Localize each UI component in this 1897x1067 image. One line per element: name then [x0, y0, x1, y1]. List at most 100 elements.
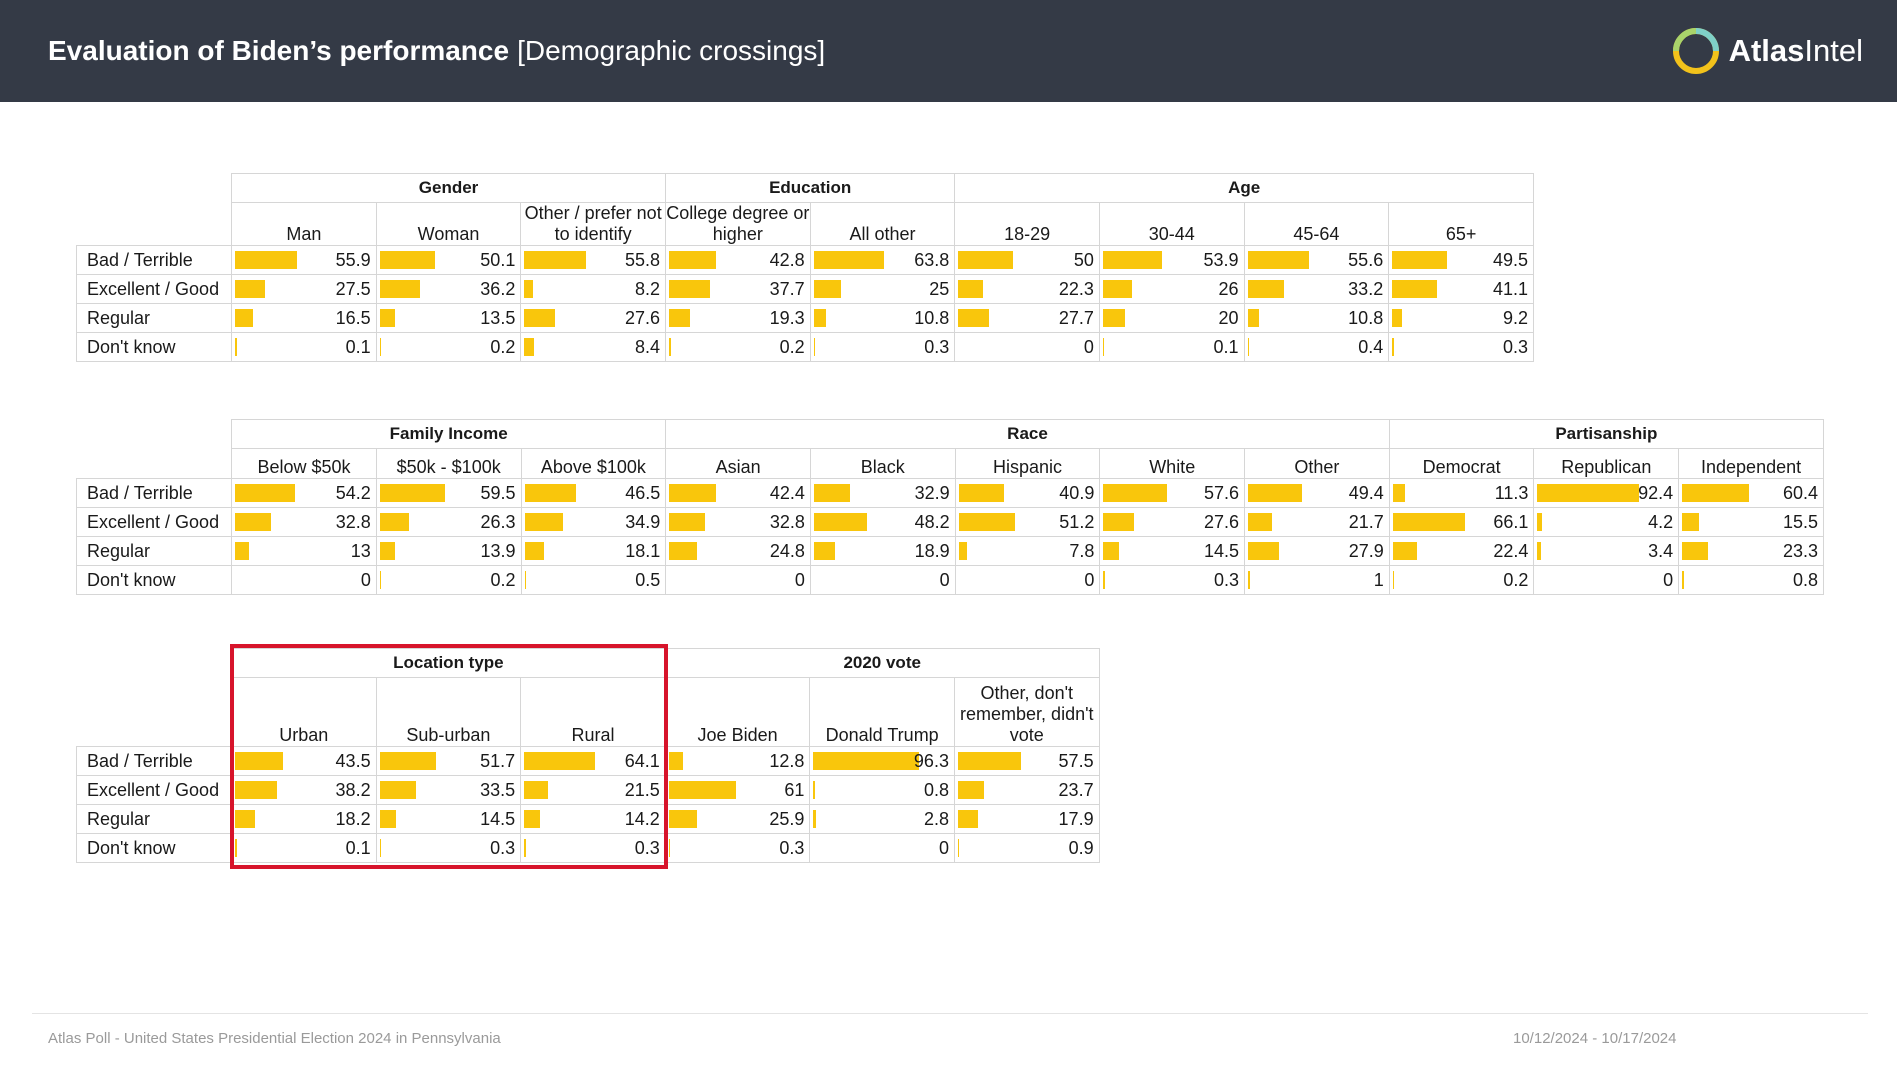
value-cell: 59.5 — [375, 478, 522, 508]
column-header-above-100k: Above $100k — [520, 448, 667, 479]
value-cell: 18.9 — [809, 536, 956, 566]
row-label-bad-terrible: Bad / Terrible — [75, 478, 233, 508]
value-cell: 27.5 — [231, 274, 377, 304]
value-cell: 19.3 — [665, 303, 811, 333]
column-header-white: White — [1099, 448, 1246, 479]
value-label: 66.1 — [1493, 512, 1529, 532]
value-bar — [813, 810, 817, 828]
value-label: 49.4 — [1348, 483, 1384, 503]
crosstab-income-race-partisanship: Family Income Race Partisanship Below $50k $… — [75, 419, 1825, 595]
value-bar — [235, 309, 254, 327]
value-label: 14.5 — [480, 809, 516, 829]
table-row: Bad / Terrible 43.5 51.7 64.1 12.8 96.3 57.5 — [76, 746, 1100, 776]
value-cell: 0.1 — [231, 332, 377, 362]
value-label: 23.7 — [1058, 780, 1094, 800]
value-bar — [1392, 280, 1438, 298]
value-label: 33.2 — [1348, 279, 1384, 299]
table-row: Don't know 0.1 0.3 0.3 0.3 0 0.9 — [76, 833, 1100, 863]
group-header-family-income: Family Income — [231, 419, 667, 449]
value-label: 55.9 — [335, 250, 371, 270]
value-label: 18.9 — [914, 541, 950, 561]
value-bar — [379, 513, 409, 531]
value-cell: 13 — [231, 536, 377, 566]
value-bar — [524, 752, 595, 770]
value-bar — [1102, 309, 1125, 327]
value-bar — [379, 280, 420, 298]
value-cell: 17.9 — [953, 804, 1100, 834]
value-cell: 55.6 — [1243, 245, 1390, 275]
value-bar — [957, 839, 960, 857]
value-bar — [813, 781, 815, 799]
value-label: 0.2 — [490, 570, 516, 590]
value-cell: 15.5 — [1678, 507, 1824, 537]
value-label: 0 — [360, 570, 371, 590]
value-cell: 13.9 — [375, 536, 522, 566]
value-label: 38.2 — [335, 780, 371, 800]
value-bar — [235, 781, 278, 799]
value-cell: 26 — [1098, 274, 1245, 304]
value-bar — [235, 752, 283, 770]
column-header-65: 65+ — [1388, 202, 1534, 246]
value-label: 32.9 — [914, 483, 950, 503]
value-cell: 0.5 — [520, 565, 667, 595]
value-bar — [813, 752, 920, 770]
value-cell: 0.3 — [520, 833, 666, 863]
value-label: 0.1 — [345, 838, 371, 858]
value-cell: 0.9 — [953, 833, 1100, 863]
value-label: 0.3 — [924, 337, 950, 357]
value-label: 53.9 — [1203, 250, 1239, 270]
value-label: 27.7 — [1058, 308, 1094, 328]
value-label: 26.3 — [480, 512, 516, 532]
value-cell: 0 — [665, 565, 811, 595]
group-header-partisanship: Partisanship — [1388, 419, 1825, 449]
value-bar — [1392, 542, 1418, 560]
value-label: 40.9 — [1059, 483, 1095, 503]
value-cell: 63.8 — [809, 245, 956, 275]
value-bar — [1682, 513, 1700, 531]
value-bar — [813, 280, 842, 298]
value-bar — [1537, 542, 1542, 560]
value-label: 57.6 — [1204, 483, 1240, 503]
value-cell: 0.3 — [809, 332, 956, 362]
crosstab-gender-education-age: Gender Education Age Man Woman Other / prefer… — [75, 173, 1534, 362]
value-bar — [958, 513, 1015, 531]
value-bar — [958, 309, 989, 327]
value-label: 36.2 — [480, 279, 516, 299]
footer-source: Atlas Poll - United States Presidential … — [48, 1030, 501, 1047]
value-cell: 16.5 — [231, 303, 377, 333]
value-bar — [1247, 280, 1285, 298]
value-cell: 50 — [954, 245, 1100, 275]
value-cell: 12.8 — [664, 746, 811, 776]
value-cell: 13.5 — [375, 303, 522, 333]
row-label-don-t-know: Don't know — [75, 332, 233, 362]
value-bar — [235, 338, 237, 356]
group-header-gender: Gender — [231, 173, 666, 203]
value-cell: 0.2 — [375, 332, 522, 362]
value-label: 60.4 — [1782, 483, 1818, 503]
value-bar — [379, 839, 382, 857]
column-header-other-don-t-remember-didn-t-vote: Other, don't remember, didn't vote — [953, 677, 1100, 747]
value-label: 0.9 — [1068, 838, 1094, 858]
value-label: 0.8 — [1792, 570, 1818, 590]
row-label-regular: Regular — [75, 303, 233, 333]
column-header-donald-trump: Donald Trump — [809, 677, 955, 747]
value-cell: 11.3 — [1388, 478, 1535, 508]
value-bar — [1102, 338, 1105, 356]
value-cell: 21.5 — [520, 775, 666, 805]
value-cell: 64.1 — [520, 746, 666, 776]
value-bar — [524, 781, 548, 799]
value-bar — [1682, 542, 1708, 560]
value-bar — [524, 338, 534, 356]
value-bar — [524, 280, 534, 298]
column-header-all-other: All other — [809, 202, 956, 246]
value-cell: 57.5 — [953, 746, 1100, 776]
value-cell: 4.2 — [1533, 507, 1680, 537]
value-bar — [813, 251, 884, 269]
value-bar — [1392, 338, 1394, 356]
value-cell: 0.2 — [665, 332, 811, 362]
value-bar — [958, 484, 1004, 502]
value-bar — [669, 280, 711, 298]
value-label: 55.6 — [1348, 250, 1384, 270]
value-cell: 7.8 — [954, 536, 1101, 566]
value-label: 43.5 — [335, 751, 371, 771]
